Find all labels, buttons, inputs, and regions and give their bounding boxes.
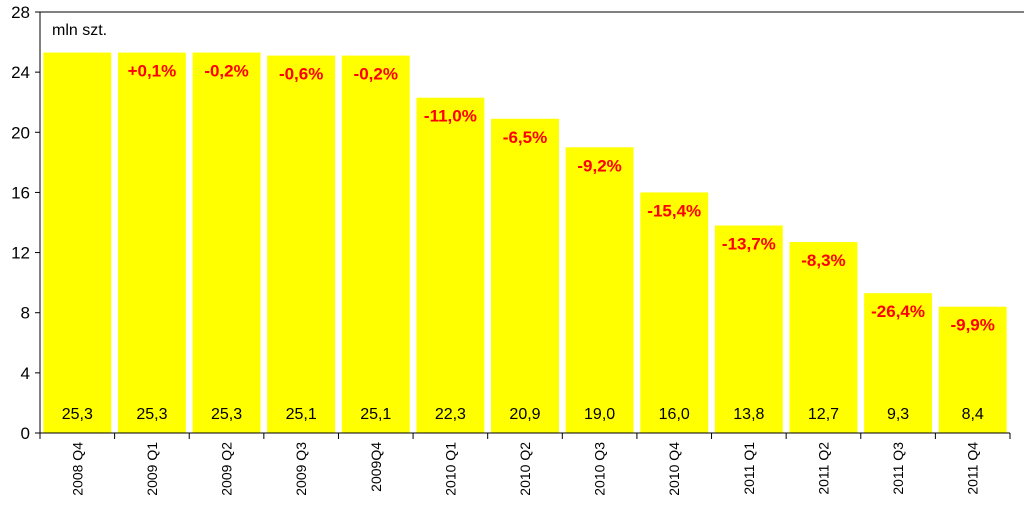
- value-label: 25,1: [360, 406, 391, 423]
- change-label: -11,0%: [424, 107, 477, 126]
- y-tick-label: 4: [21, 364, 30, 383]
- y-tick-label: 12: [11, 244, 30, 263]
- bar: [117, 52, 186, 433]
- bar: [789, 242, 858, 433]
- y-tick-label: 20: [11, 123, 30, 142]
- y-tick-label: 24: [11, 63, 30, 82]
- bar: [491, 118, 559, 433]
- x-tick-label: 2010 Q3: [592, 442, 608, 496]
- y-tick-label: 0: [21, 424, 30, 443]
- change-label: -8,3%: [801, 251, 845, 270]
- x-tick-label: 2009Q4: [368, 442, 384, 492]
- change-label: -26,4%: [871, 302, 925, 321]
- bar: [938, 306, 1007, 433]
- value-label: 25,3: [136, 406, 167, 423]
- change-label: -0,2%: [204, 62, 248, 81]
- value-label: 20,9: [509, 406, 540, 423]
- bar: [416, 97, 485, 433]
- bar: [714, 225, 783, 433]
- x-tick-label: 2009 Q3: [293, 442, 309, 496]
- y-tick-label: 8: [21, 304, 30, 323]
- change-label: -9,2%: [577, 156, 621, 175]
- bars-group: 25,3 25,3 +0,1% 25,3 -0,2% 25,1 -0,6% 25,1 -0,2%…: [43, 52, 1007, 434]
- value-label: 13,8: [733, 406, 764, 423]
- change-label: -6,5%: [503, 128, 547, 147]
- x-tick-label: 2008 Q4: [69, 442, 85, 496]
- unit-label: mln szt.: [52, 22, 107, 39]
- x-tick-label: 2010 Q4: [666, 442, 682, 496]
- value-label: 8,4: [962, 406, 984, 423]
- x-tick-label: 2011 Q4: [965, 442, 981, 495]
- y-tick-label: 28: [11, 3, 30, 22]
- value-label: 9,3: [887, 406, 909, 423]
- x-tick-label: 2011 Q3: [890, 442, 906, 495]
- value-label: 25,1: [286, 406, 317, 423]
- value-label: 16,0: [659, 406, 690, 423]
- bar: [267, 55, 336, 433]
- x-tick-label: 2009 Q2: [219, 442, 235, 496]
- bar: [565, 147, 634, 434]
- change-label: -13,7%: [722, 235, 776, 254]
- value-label: 19,0: [584, 406, 615, 423]
- change-label: -9,9%: [950, 316, 994, 335]
- bar: [640, 192, 709, 433]
- value-label: 12,7: [808, 406, 839, 423]
- x-tick-label: 2011 Q2: [815, 442, 831, 495]
- value-label: 25,3: [62, 406, 93, 423]
- x-tick-label: 2010 Q1: [442, 442, 458, 496]
- x-tick-label: 2011 Q1: [741, 442, 757, 495]
- change-label: -15,4%: [647, 201, 701, 220]
- value-label: 22,3: [435, 406, 466, 423]
- change-label: -0,2%: [354, 65, 398, 84]
- bar: [192, 52, 261, 433]
- bar: [341, 55, 410, 433]
- bar: [43, 52, 112, 433]
- x-tick-label: 2010 Q2: [517, 442, 533, 496]
- x-tick-label: 2009 Q1: [144, 442, 160, 496]
- y-tick-label: 16: [11, 183, 30, 202]
- bar: [864, 293, 933, 433]
- change-label: +0,1%: [128, 62, 177, 81]
- change-label: -0,6%: [279, 65, 323, 84]
- value-label: 25,3: [211, 406, 242, 423]
- axes-group: 0 4 8 12 16 20 24 28 2008 Q4 2009 Q1 2009 Q2 2009 Q…: [11, 3, 1011, 496]
